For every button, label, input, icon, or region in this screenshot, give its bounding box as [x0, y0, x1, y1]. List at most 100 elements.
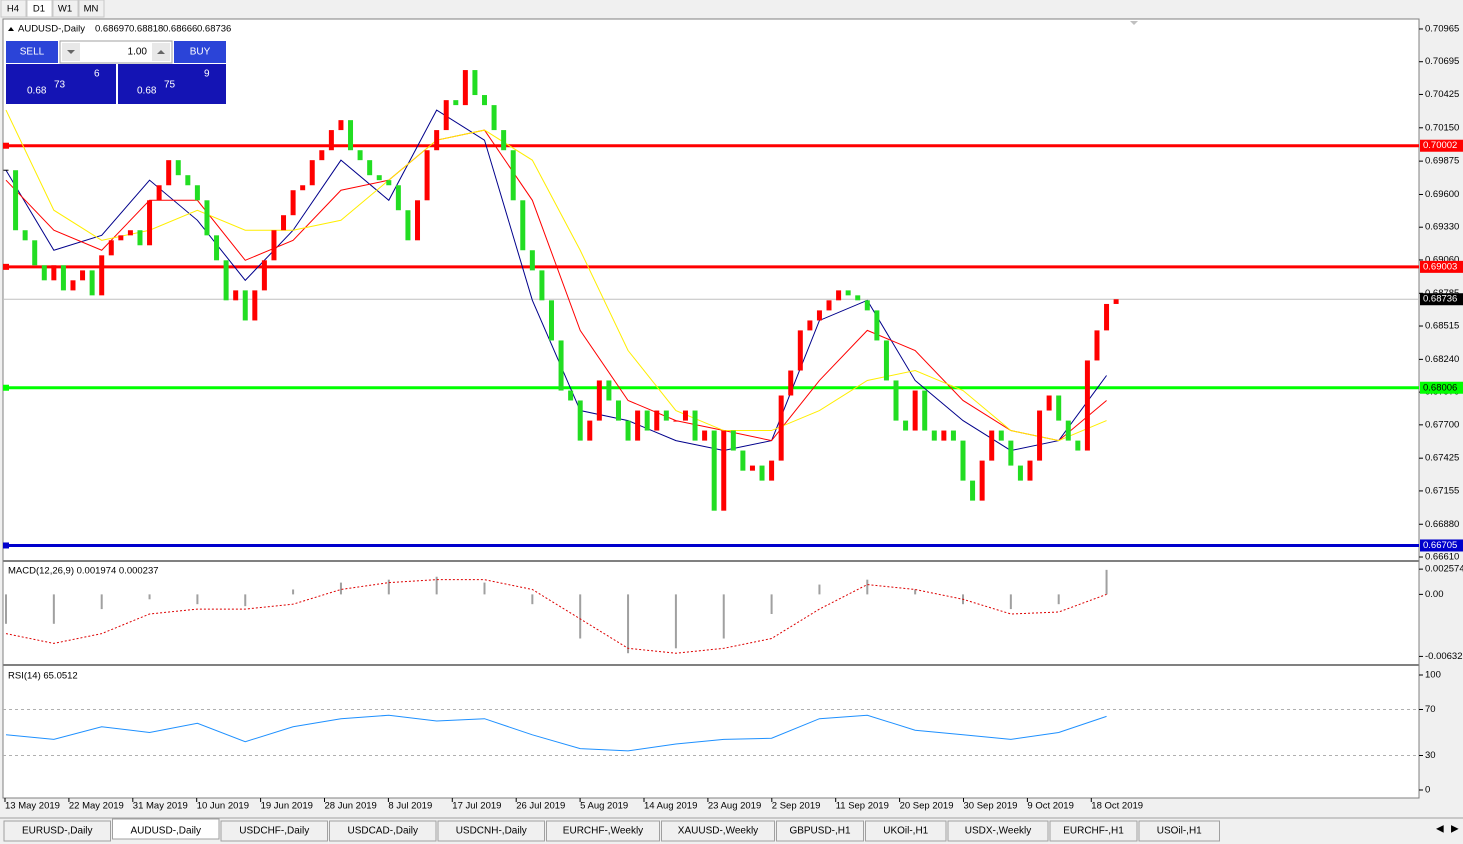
candle-body: [462, 70, 468, 106]
macd-bar: [914, 589, 917, 595]
symbol-tab[interactable]: [437, 820, 545, 842]
y-tick-label: 0.67425: [1425, 453, 1459, 464]
candle-body: [434, 130, 440, 151]
symbol-tab-label: EURCHF-,Weekly: [563, 826, 643, 837]
level-handle[interactable]: [3, 384, 9, 391]
candle-body: [922, 390, 928, 431]
candle-body: [271, 230, 277, 261]
candle-body: [214, 235, 220, 261]
y-tick-label: 0: [1425, 785, 1430, 796]
timeframe-label: H4: [7, 4, 19, 15]
candle-body: [147, 200, 153, 246]
candle-body: [912, 390, 918, 431]
candle-body: [960, 440, 966, 481]
candle-body: [1056, 395, 1062, 421]
candle-body: [663, 410, 669, 421]
lots-field[interactable]: [59, 40, 173, 64]
buy-label: BUY: [190, 47, 211, 58]
candle-body: [769, 460, 775, 481]
candle-body: [443, 100, 449, 131]
candle-body: [682, 410, 688, 421]
bid-box[interactable]: [6, 64, 116, 104]
candle-body: [979, 460, 985, 501]
symbol-tab[interactable]: [661, 820, 775, 842]
candle-body: [194, 185, 200, 201]
symbol-tab-label: XAUUSD-,Weekly: [678, 826, 758, 837]
macd-bar: [1105, 569, 1108, 595]
symbol-tab-label: USOil-,H1: [1157, 826, 1202, 837]
candle-body: [883, 340, 889, 381]
macd-bar: [387, 579, 390, 595]
level-handle[interactable]: [3, 142, 9, 149]
icon: [67, 50, 75, 54]
y-tick-label: 0.67155: [1425, 485, 1459, 496]
sell-button[interactable]: [6, 41, 58, 63]
candle-body: [233, 290, 239, 301]
buy-button[interactable]: [174, 41, 226, 63]
candle-body: [41, 265, 47, 281]
symbol-tab[interactable]: [1049, 820, 1138, 842]
candle-body: [1075, 440, 1081, 451]
chart-frame: [2, 18, 1420, 799]
y-tick-label: 0.69600: [1425, 189, 1459, 200]
timeframe-button[interactable]: [0, 0, 27, 18]
ask-prefix: 0.68: [137, 86, 157, 97]
symbol-tab[interactable]: [112, 818, 220, 840]
y-tick-label: 0.68515: [1425, 321, 1459, 332]
candle-body: [548, 300, 554, 341]
y-tick-label: 70: [1425, 704, 1436, 715]
candle-body: [13, 170, 19, 231]
symbol-tab-label: GBPUSD-,H1: [789, 826, 851, 837]
level-handle[interactable]: [3, 263, 9, 270]
timeframe-button[interactable]: [26, 0, 53, 18]
x-tick-label: 11 Sep 2019: [836, 801, 889, 812]
icon: [157, 50, 165, 54]
symbol-tab[interactable]: [947, 820, 1049, 842]
symbol-tab[interactable]: [546, 820, 660, 842]
macd-title: MACD(12,26,9) 0.001974 0.000237: [8, 566, 159, 577]
candle-body: [1037, 410, 1043, 461]
y-tick-label: 0.69330: [1425, 222, 1459, 233]
macd-bar: [339, 582, 342, 595]
symbol-tab-label: AUDUSD-,Daily: [130, 826, 201, 837]
candle-body: [797, 330, 803, 371]
candle-body: [348, 120, 354, 151]
x-tick-label: 30 Sep 2019: [964, 801, 1018, 812]
y-tick-label: 0.69060: [1425, 254, 1459, 265]
macd-bar: [866, 579, 869, 595]
timeframe-label: MN: [84, 4, 99, 15]
candle-body: [175, 160, 181, 176]
candle-body: [625, 420, 631, 441]
candle-body: [596, 380, 602, 421]
symbol-tab[interactable]: [776, 820, 864, 842]
level-handle[interactable]: [3, 542, 9, 549]
tab-scroll-right[interactable]: ▶: [1451, 824, 1459, 835]
symbol-tab[interactable]: [220, 820, 328, 842]
candle-body: [1104, 303, 1110, 331]
bid-pip: 6: [94, 69, 100, 80]
candle-body: [118, 235, 124, 241]
ask-box[interactable]: [118, 64, 226, 104]
symbol-tab[interactable]: [3, 820, 111, 842]
symbol-tab[interactable]: [329, 820, 437, 842]
timeframe-button[interactable]: [52, 0, 79, 18]
symbol-tab-label: USDCAD-,Daily: [347, 826, 418, 837]
level-label-bg: [1420, 139, 1463, 152]
candle-body: [386, 180, 392, 186]
candle-body: [568, 390, 574, 401]
tab-scroll-left[interactable]: ◀: [1436, 824, 1444, 835]
moving-average: [5, 109, 1107, 442]
symbol-tab[interactable]: [865, 820, 947, 842]
candle-body: [22, 230, 28, 241]
candle-body: [520, 200, 526, 251]
candle-body: [692, 410, 698, 441]
symbol-tab[interactable]: [1138, 820, 1220, 842]
candle-body: [70, 280, 76, 291]
candle-body: [3, 169, 9, 171]
candle-body: [711, 430, 717, 511]
bid-prefix: 0.68: [27, 86, 47, 97]
y-tick-label: 100: [1425, 670, 1441, 681]
x-tick-label: 20 Sep 2019: [900, 801, 954, 812]
candle-body: [826, 300, 832, 311]
timeframe-button[interactable]: [78, 0, 105, 18]
